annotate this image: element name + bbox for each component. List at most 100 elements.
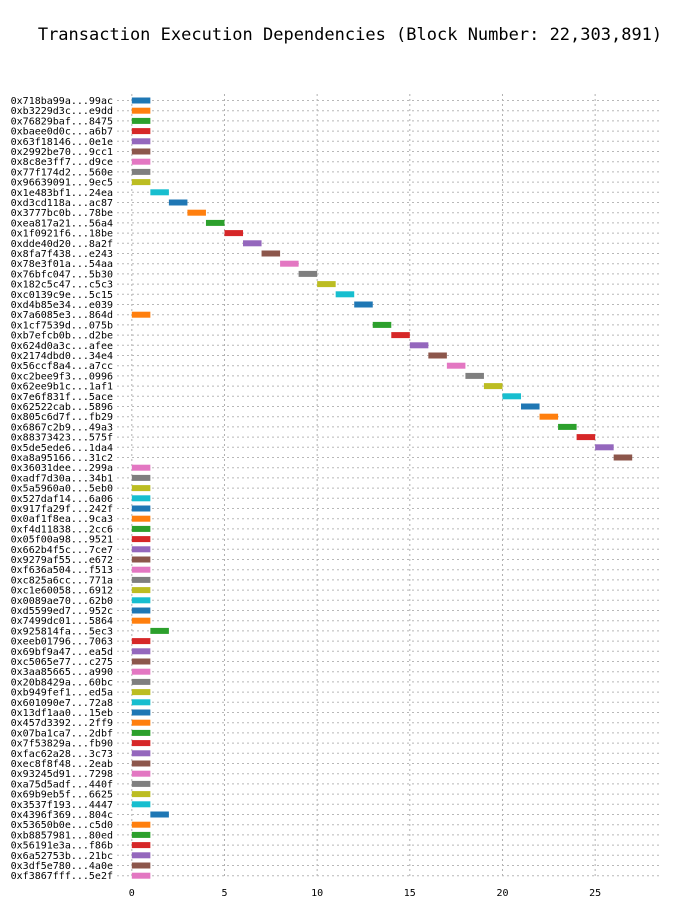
y-tick-label: 0x4396f369...804c <box>11 810 113 821</box>
transaction-bar <box>131 485 151 492</box>
y-tick-label: 0x96639091...9ec5 <box>11 178 113 189</box>
transaction-bar <box>131 148 151 155</box>
transaction-bar <box>131 709 151 716</box>
x-tick-label: 20 <box>496 888 508 899</box>
y-tick-label: 0xfac62a28...3c73 <box>11 749 113 760</box>
y-tick-label: 0xd3cd118a...ac87 <box>11 198 113 209</box>
transaction-bar <box>131 576 151 583</box>
y-tick-label: 0x69b9eb5f...6625 <box>11 790 113 801</box>
transaction-bar <box>131 689 151 696</box>
transaction-bar <box>317 281 336 288</box>
transaction-bar <box>131 168 151 175</box>
transaction-bar <box>131 515 151 522</box>
y-tick-label: 0x5de5ede6...1da4 <box>11 443 113 454</box>
x-tick-label: 0 <box>129 888 135 899</box>
y-tick-label: 0x05f00a98...9521 <box>11 535 113 546</box>
transaction-bar <box>131 770 151 777</box>
transaction-bar <box>131 831 151 838</box>
y-tick-label: 0x7f53829a...fb90 <box>11 739 113 750</box>
y-tick-label: 0x3aa85665...a990 <box>11 667 113 678</box>
y-tick-label: 0x93245d91...7298 <box>11 769 113 780</box>
y-tick-label: 0xadf7d30a...34b1 <box>11 473 113 484</box>
y-tick-label: 0x56191e3a...f86b <box>11 841 113 852</box>
transaction-bar <box>131 107 151 114</box>
transaction-bar <box>354 301 373 308</box>
transaction-bar <box>224 230 244 237</box>
transaction-bar <box>131 719 151 726</box>
y-tick-label: 0x88373423...575f <box>11 433 113 444</box>
x-tick-label: 25 <box>589 888 601 899</box>
transaction-bar <box>428 352 447 359</box>
transaction-bar <box>131 97 151 104</box>
y-tick-label: 0x3df5e780...4a0e <box>11 861 113 872</box>
y-tick-label: 0xea817a21...56a4 <box>11 218 113 229</box>
transaction-bar <box>131 852 151 859</box>
y-tick-label: 0xa75d5adf...440f <box>11 779 113 790</box>
transaction-bar <box>131 179 151 186</box>
transaction-bar <box>131 566 151 573</box>
transaction-bar <box>131 821 151 828</box>
y-tick-label: 0x69bf9a47...ea5d <box>11 647 113 658</box>
y-tick-label: 0x77f174d2...560e <box>11 167 113 178</box>
transaction-bar <box>168 199 188 206</box>
y-tick-label: 0x8c8e3ff7...d9ce <box>11 157 113 168</box>
y-tick-label: 0x0af1f8ea...9ca3 <box>11 514 113 525</box>
transaction-bar <box>131 648 151 655</box>
y-tick-label: 0x2992be70...9cc1 <box>11 147 113 158</box>
transaction-bar <box>131 546 151 553</box>
transaction-bar <box>131 311 151 318</box>
transaction-bar <box>131 750 151 757</box>
y-tick-label: 0x76829baf...8475 <box>11 116 113 127</box>
y-tick-label: 0xf3867fff...5e2f <box>11 871 113 882</box>
y-tick-label: 0xeeb01796...7063 <box>11 637 113 648</box>
y-tick-label: 0xc825a6cc...771a <box>11 575 113 586</box>
transaction-bar <box>298 270 318 277</box>
transaction-bar <box>131 505 151 512</box>
transaction-bar <box>372 321 392 328</box>
transaction-bar <box>613 454 633 461</box>
transaction-bar <box>409 342 429 349</box>
y-tick-label: 0x457d3392...2ff9 <box>11 718 113 729</box>
transaction-bar <box>131 740 151 747</box>
transaction-bar <box>465 372 484 379</box>
transaction-bar <box>131 138 151 145</box>
transaction-bar <box>131 658 151 665</box>
transaction-bar <box>131 699 151 706</box>
y-tick-label: 0x7499dc01...5864 <box>11 616 113 627</box>
y-tick-label: 0x624d0a3c...afee <box>11 341 113 352</box>
y-tick-label: 0x1cf7539d...075b <box>11 320 113 331</box>
transaction-bar <box>131 842 151 849</box>
y-tick-label: 0x2174dbd0...34e4 <box>11 351 113 362</box>
transaction-bar <box>521 403 540 410</box>
transaction-bar <box>187 209 206 216</box>
bars-group <box>131 97 633 879</box>
x-tick-label: 15 <box>404 888 416 899</box>
y-tick-label: 0x63f18146...0e1e <box>11 137 113 148</box>
transaction-bar <box>595 444 614 451</box>
transaction-bar <box>539 413 559 420</box>
grid-lines <box>117 94 660 878</box>
y-tick-label: 0x805c6d7f...fb29 <box>11 412 113 423</box>
y-tick-label: 0x662b4f5c...7ce7 <box>11 545 113 556</box>
y-tick-label: 0x78e3f01a...54aa <box>11 259 113 270</box>
y-tick-label: 0x182c5c47...c5c3 <box>11 280 113 291</box>
transaction-bar <box>131 117 151 124</box>
y-tick-label: 0x20b8429a...60bc <box>11 677 113 688</box>
transaction-bar <box>131 536 151 543</box>
y-tick-label: 0x718ba99a...99ac <box>11 96 113 107</box>
transaction-bar <box>446 362 466 369</box>
y-tick-label: 0xc5065e77...c275 <box>11 657 113 668</box>
transaction-bar <box>150 189 169 196</box>
y-tick-label: 0xec8f8f48...2eab <box>11 759 113 770</box>
transaction-bar <box>131 729 151 736</box>
y-tick-label: 0x36031dee...299a <box>11 463 113 474</box>
y-tick-label: 0x9279af55...e672 <box>11 555 113 566</box>
transaction-bar <box>205 219 225 226</box>
transaction-bar <box>261 250 281 257</box>
transaction-bar <box>131 780 151 787</box>
transaction-bar <box>131 158 151 165</box>
y-tick-label: 0x6a52753b...21bc <box>11 851 113 862</box>
y-tick-label: 0x62ee9b1c...1af1 <box>11 382 113 393</box>
transaction-bar <box>131 668 151 675</box>
